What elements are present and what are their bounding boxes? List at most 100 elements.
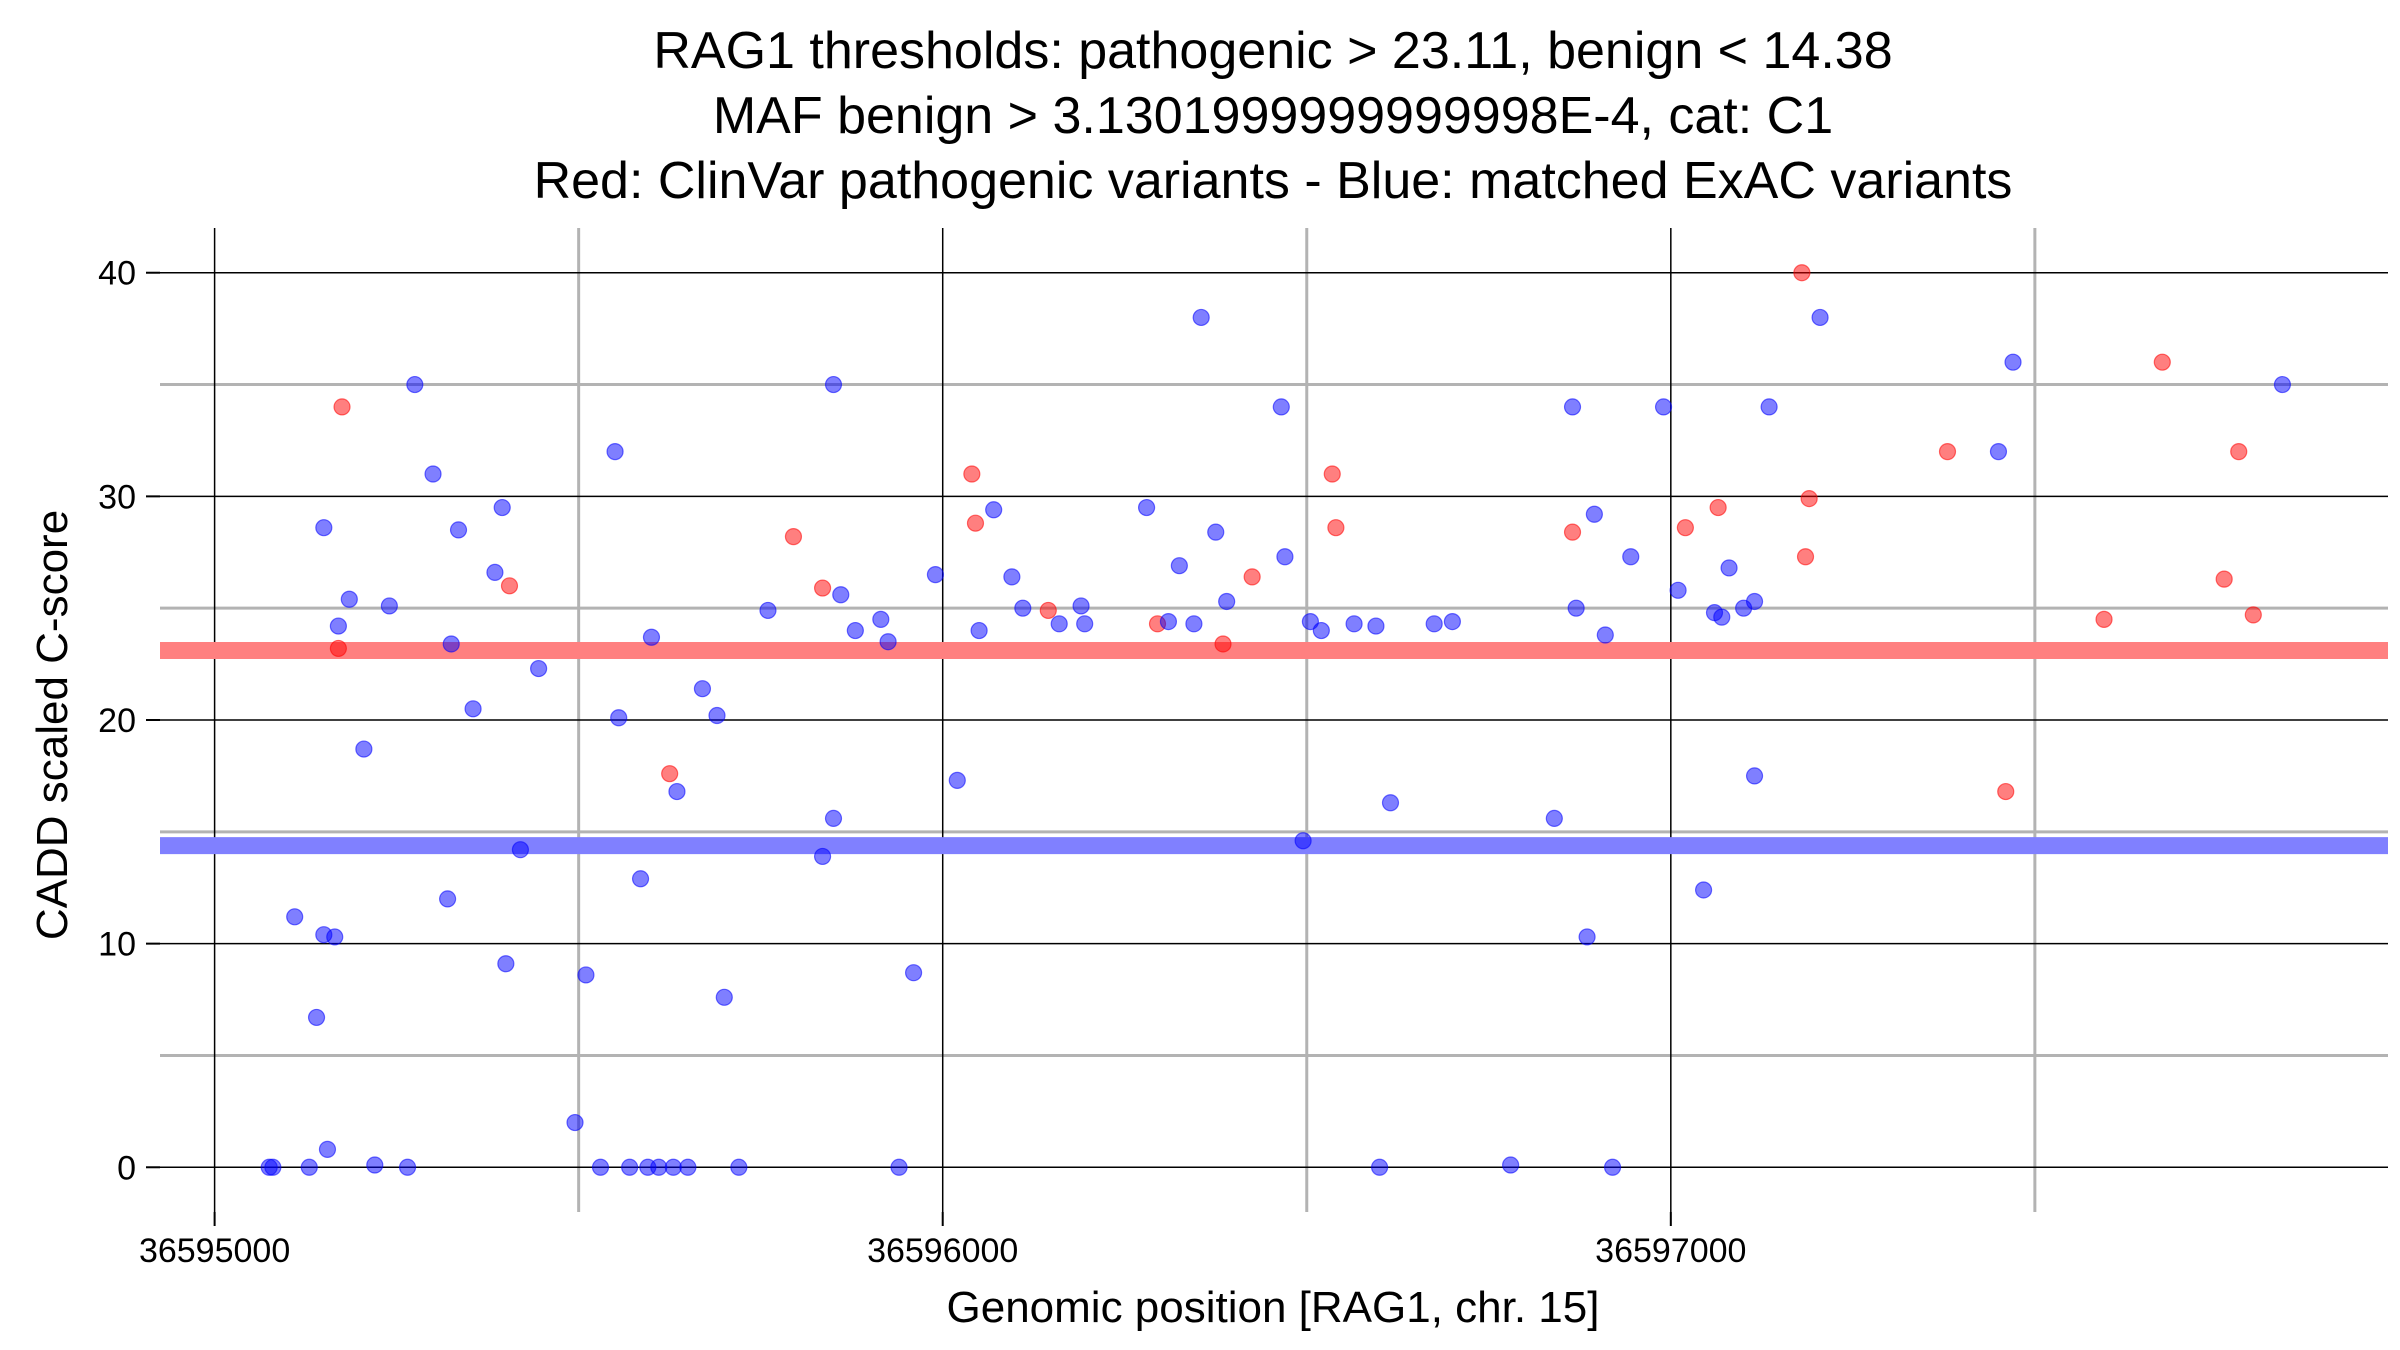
pathogenic-point-18 [1796, 548, 1815, 566]
pathogenic-point-21 [1997, 782, 2015, 801]
exac-point-75 [1367, 617, 1385, 635]
exac-point-63 [1159, 612, 1178, 631]
exac-point-88 [1622, 548, 1640, 566]
exac-point-99 [1811, 308, 1829, 327]
exac-point-70 [1276, 548, 1294, 566]
exac-point-49 [872, 610, 890, 628]
pathogenic-point-11 [1243, 568, 1261, 586]
exac-point-71 [1294, 832, 1312, 850]
exac-point-62 [1137, 498, 1156, 517]
y-tick-label-0: 0 [117, 1149, 136, 1187]
exac-point-89 [1654, 398, 1673, 416]
exac-point-38 [679, 1158, 697, 1176]
pathogenic-point-1 [329, 639, 347, 658]
exac-point-24 [511, 841, 530, 859]
exac-point-16 [424, 465, 442, 483]
pathogenic-point-24 [2215, 570, 2233, 588]
exac-point-2 [286, 908, 304, 926]
exac-point-44 [813, 847, 832, 866]
threshold-lines [160, 641, 2388, 855]
x-axis-label: Genomic position [RAG1, chr. 15] [947, 1283, 1600, 1332]
y-tick-label-4: 40 [98, 255, 136, 293]
exac-point-22 [493, 498, 511, 517]
exac-point-102 [2273, 375, 2292, 394]
exac-point-45 [824, 809, 843, 828]
exac-point-35 [650, 1158, 668, 1176]
pathogenic-point-0 [333, 398, 351, 416]
exac-point-53 [926, 566, 945, 584]
exac-point-17 [439, 890, 457, 908]
exac-point-13 [380, 597, 398, 615]
exac-point-23 [497, 955, 515, 973]
exac-point-25 [530, 659, 548, 678]
exac-point-94 [1720, 559, 1738, 577]
exac-point-58 [1014, 599, 1032, 617]
exac-point-87 [1603, 1158, 1622, 1176]
exac-point-37 [664, 1158, 682, 1176]
exac-point-4 [307, 1008, 326, 1027]
exac-point-51 [890, 1158, 908, 1176]
exac-point-91 [1694, 881, 1713, 899]
exac-point-28 [591, 1158, 610, 1176]
x-tick-label-2: 36597000 [1595, 1232, 1746, 1270]
y-axis-label: CADD scaled C-score [28, 510, 77, 940]
exac-point-8 [326, 928, 344, 946]
exac-point-43 [759, 601, 777, 620]
pathogenic-point-10 [1214, 635, 1232, 653]
exac-point-54 [948, 771, 966, 789]
pathogenic-point-4 [784, 528, 803, 546]
exac-point-67 [1207, 523, 1225, 541]
exac-point-97 [1745, 767, 1764, 785]
exac-point-77 [1381, 794, 1400, 812]
exac-point-41 [715, 988, 733, 1006]
exac-point-66 [1192, 308, 1210, 327]
exac-point-46 [824, 375, 843, 394]
pathogenic-point-13 [1327, 519, 1345, 537]
exac-point-31 [621, 1158, 639, 1176]
exac-point-73 [1312, 621, 1330, 640]
pathogenic-point-22 [2095, 610, 2113, 628]
exac-point-79 [1443, 612, 1461, 631]
exac-point-9 [329, 617, 347, 635]
pathogenic-point-6 [963, 465, 981, 483]
exac-point-19 [449, 521, 468, 539]
exac-point-39 [693, 680, 712, 698]
exac-point-14 [398, 1158, 417, 1176]
x-tick-label-0: 36595000 [139, 1232, 290, 1270]
exac-point-1 [264, 1158, 282, 1176]
exac-point-101 [2004, 353, 2022, 371]
exac-point-78 [1425, 615, 1443, 633]
pathogenic-point-25 [2230, 443, 2248, 461]
y-tick-label-3: 30 [98, 478, 136, 516]
pathogenic-point-8 [1039, 601, 1057, 620]
exac-point-11 [355, 740, 373, 758]
exac-point-59 [1050, 615, 1068, 633]
exac-point-30 [610, 709, 628, 727]
exac-point-86 [1596, 626, 1614, 644]
exac-point-15 [406, 375, 424, 394]
exac-point-47 [832, 586, 850, 604]
exac-point-29 [606, 443, 624, 461]
exac-point-42 [730, 1158, 748, 1176]
data-points [260, 264, 2292, 1176]
exac-point-18 [442, 635, 460, 653]
exac-point-48 [846, 621, 864, 640]
exac-point-34 [642, 628, 661, 646]
exac-point-64 [1170, 557, 1188, 575]
pathogenic-point-7 [966, 514, 985, 532]
exac-point-40 [708, 706, 726, 725]
exac-point-21 [486, 563, 504, 582]
pathogenic-point-19 [1800, 490, 1818, 508]
exac-point-76 [1370, 1158, 1389, 1176]
chart-title-line-1: RAG1 thresholds: pathogenic > 23.11, ben… [653, 22, 1892, 80]
exac-point-26 [566, 1113, 584, 1132]
x-tick-label-1: 36596000 [867, 1232, 1018, 1270]
exac-point-82 [1567, 599, 1585, 617]
pathogenic-point-20 [1938, 443, 1957, 461]
chart-title-line-3: Red: ClinVar pathogenic variants - Blue:… [534, 152, 2013, 210]
exac-point-20 [464, 700, 482, 718]
exac-point-52 [904, 964, 923, 982]
exac-point-65 [1185, 615, 1203, 633]
pathogenic-point-14 [1563, 523, 1582, 541]
